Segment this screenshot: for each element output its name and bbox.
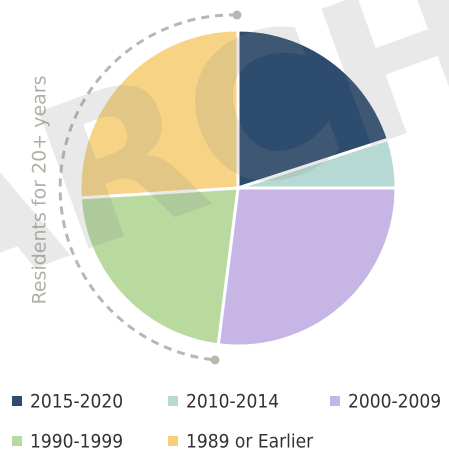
legend-swatch <box>330 396 340 406</box>
pie-slice <box>216 186 398 348</box>
legend-label: 2000-2009 <box>348 391 441 413</box>
arc-dot <box>210 355 220 365</box>
legend-label: 2015-2020 <box>30 391 123 413</box>
arc-dot <box>232 10 242 20</box>
legend-swatch <box>12 396 22 406</box>
legend-label: 1989 or Earlier <box>186 431 314 453</box>
pie <box>78 28 398 348</box>
legend-swatch <box>168 396 178 406</box>
annotation: Residents for 20+ years <box>29 76 51 305</box>
pie-slice <box>236 28 391 191</box>
legend-swatch <box>168 436 178 446</box>
legend-swatch <box>12 436 22 446</box>
legend: 2015-2020 2010-2014 2000-2009 1990-1999 1989… <box>12 391 441 453</box>
pie-slice <box>78 186 240 347</box>
legend-label: 1990-1999 <box>30 431 123 453</box>
legend-label: 2010-2014 <box>186 391 279 413</box>
pie-slice <box>78 28 240 200</box>
